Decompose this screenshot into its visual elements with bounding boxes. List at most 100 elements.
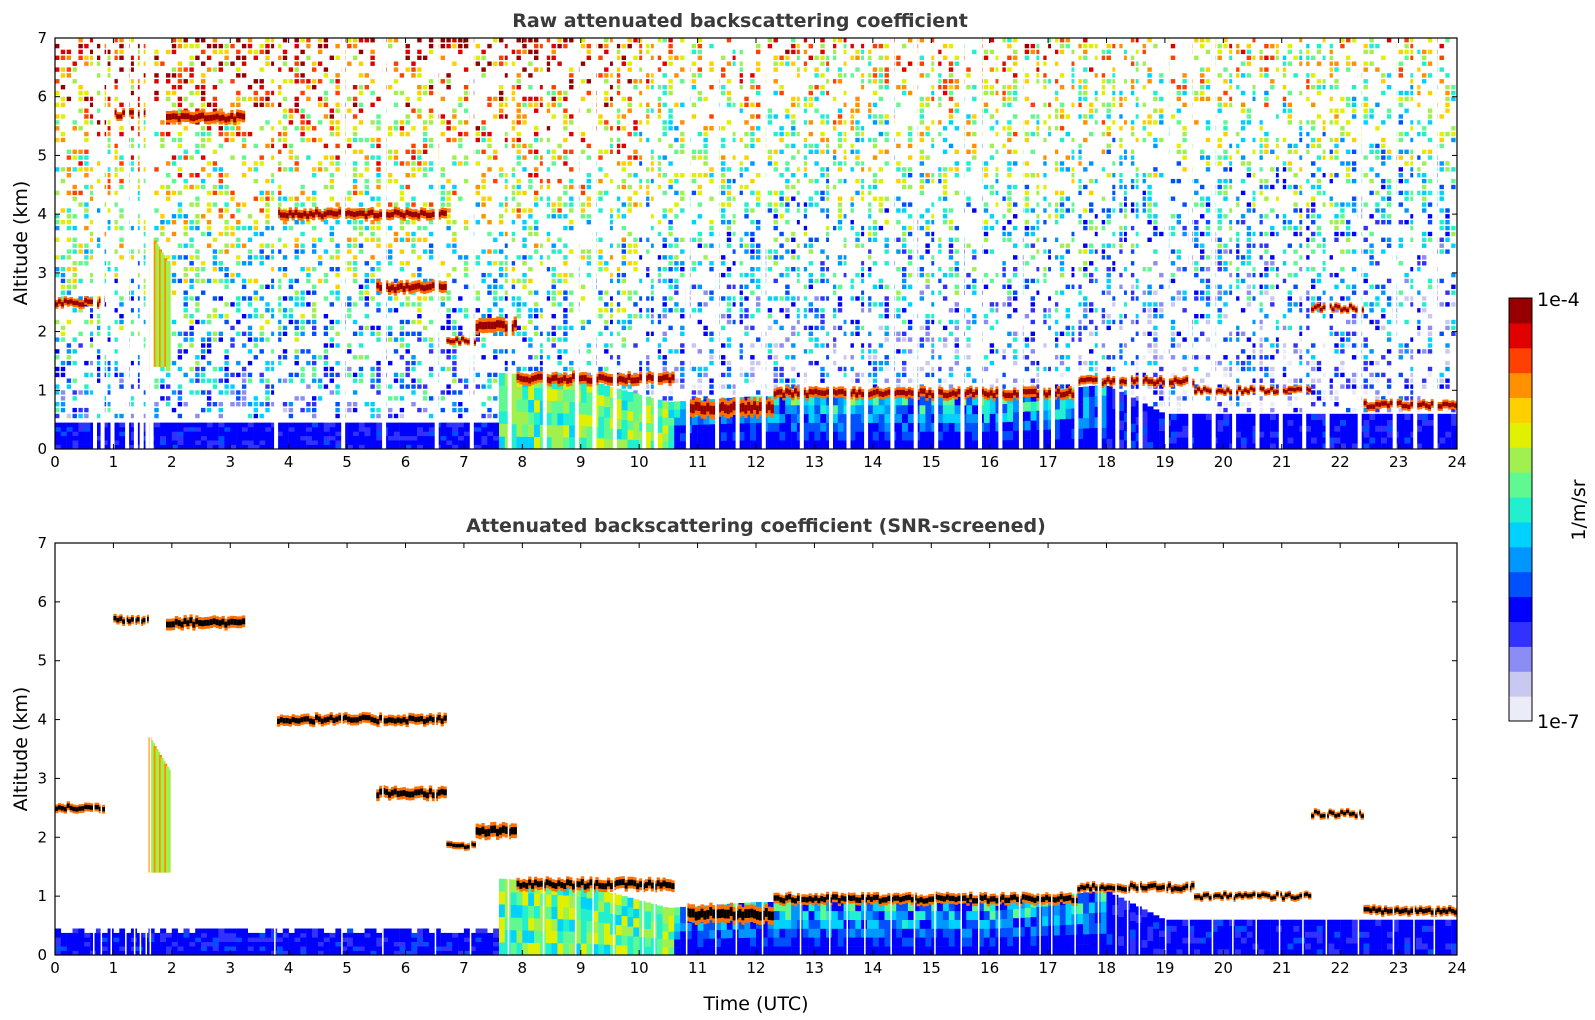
noise-cell — [154, 384, 159, 389]
noise-cell — [931, 96, 936, 102]
noise-cell — [265, 396, 270, 401]
noise-cell — [563, 214, 568, 219]
noise-cell — [528, 308, 533, 313]
noise-cell — [796, 49, 802, 55]
noise-cell — [1013, 114, 1018, 119]
noise-cell — [855, 126, 860, 131]
noise-cell — [539, 178, 545, 184]
noise-cell — [627, 43, 632, 49]
noise-cell — [504, 231, 510, 237]
noise-cell — [721, 137, 726, 143]
noise-cell — [171, 90, 177, 96]
noise-cell — [697, 49, 702, 55]
noise-cell — [662, 61, 667, 66]
noise-cell — [1053, 343, 1059, 348]
noise-cell — [446, 349, 451, 354]
noise-cell — [107, 49, 112, 55]
noise-cell — [504, 143, 510, 149]
noise-cell — [668, 38, 673, 43]
noise-cell — [861, 131, 866, 137]
noise-cell — [925, 337, 930, 342]
noise-cell — [329, 378, 334, 383]
noise-cell — [259, 79, 264, 84]
noise-cell — [808, 196, 813, 201]
noise-cell — [814, 143, 819, 149]
noise-cell — [773, 225, 778, 231]
noise-cell — [896, 314, 901, 319]
noise-cell — [1024, 243, 1030, 248]
noise-cell — [84, 214, 89, 219]
noise-cell — [358, 231, 364, 237]
noise-cell — [773, 208, 778, 213]
noise-cell — [160, 396, 165, 401]
noise-cell — [206, 131, 212, 137]
noise-cell — [195, 131, 200, 137]
noise-cell — [206, 202, 212, 207]
noise-cell — [218, 108, 223, 113]
noise-cell — [948, 220, 954, 225]
noise-cell — [855, 237, 860, 242]
noise-cell — [773, 261, 778, 266]
noise-cell — [212, 202, 218, 207]
noise-cell — [317, 102, 323, 107]
noise-cell — [639, 79, 644, 84]
noise-cell — [796, 131, 802, 137]
noise-cell — [627, 243, 632, 248]
noise-cell — [300, 131, 305, 137]
noise-cell — [78, 190, 83, 196]
noise-cell — [510, 85, 516, 90]
noise-cell — [294, 43, 299, 49]
noise-cell — [972, 208, 977, 213]
noise-cell — [820, 173, 825, 178]
noise-cell — [66, 220, 72, 225]
noise-cell — [452, 366, 457, 372]
noise-cell — [440, 167, 445, 172]
noise-cell — [335, 161, 340, 166]
noise-cell — [983, 202, 989, 207]
noise-cell — [201, 96, 206, 102]
noise-cell — [773, 220, 778, 225]
noise-cell — [820, 319, 825, 325]
noise-cell — [253, 49, 258, 55]
noise-cell — [1013, 225, 1018, 231]
noise-cell — [1077, 290, 1082, 295]
noise-cell — [95, 349, 101, 354]
noise-cell — [183, 178, 188, 184]
noise-cell — [1013, 85, 1018, 90]
noise-cell — [954, 108, 959, 113]
noise-cell — [539, 314, 545, 319]
noise-cell — [487, 290, 492, 295]
noise-cell — [633, 85, 638, 90]
noise-cell — [323, 155, 329, 160]
noise-cell — [1071, 67, 1076, 72]
noise-cell — [95, 61, 101, 66]
noise-cell — [750, 220, 755, 225]
noise-cell — [931, 302, 936, 307]
noise-cell — [201, 38, 206, 43]
noise-cell — [212, 314, 218, 319]
noise-cell — [253, 355, 258, 360]
noise-cell — [84, 413, 89, 419]
noise-cell — [925, 360, 930, 366]
noise-cell — [417, 267, 422, 272]
noise-cell — [312, 202, 317, 207]
noise-cell — [767, 255, 773, 260]
noise-cell — [726, 284, 732, 289]
noise-cell — [271, 173, 276, 178]
noise-cell — [446, 325, 451, 331]
noise-cell — [323, 167, 329, 172]
noise-cell — [691, 237, 697, 242]
noise-cell — [1007, 149, 1012, 154]
noise-cell — [937, 237, 942, 242]
noise-cell — [551, 155, 556, 160]
noise-cell — [569, 184, 574, 190]
noise-cell — [142, 61, 147, 66]
noise-cell — [481, 384, 486, 389]
noise-cell — [154, 73, 159, 78]
noise-cell — [773, 167, 778, 172]
noise-cell — [750, 249, 755, 254]
noise-cell — [352, 167, 358, 172]
noise-cell — [738, 137, 743, 143]
noise-cell — [84, 114, 89, 119]
noise-cell — [452, 108, 457, 113]
